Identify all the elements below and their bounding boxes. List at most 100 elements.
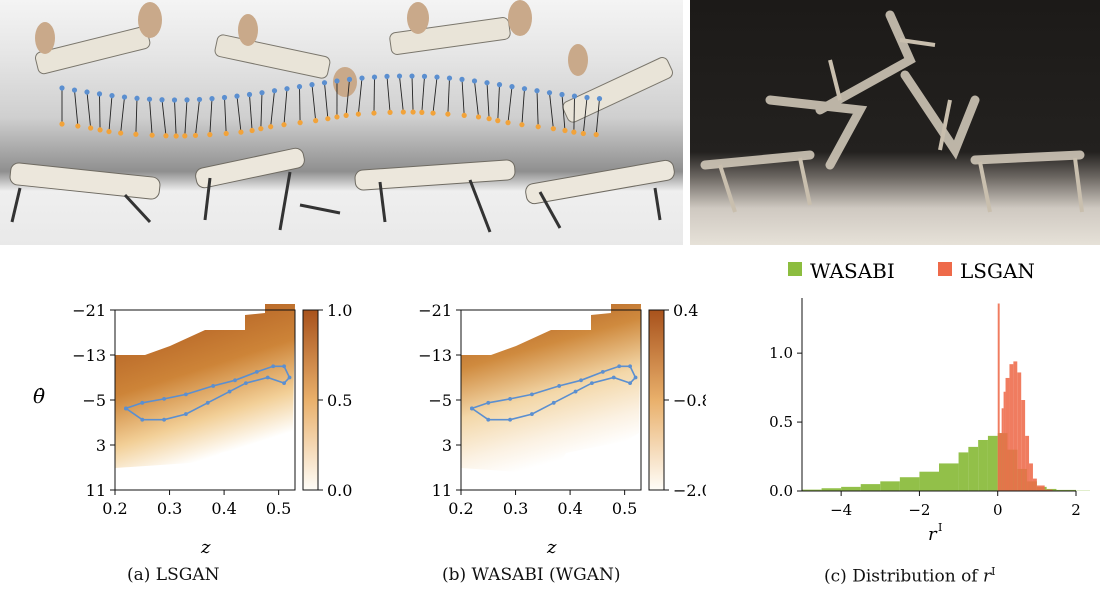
bar-lsgan xyxy=(1036,485,1045,491)
marker-orange-dot xyxy=(106,128,112,135)
marker-blue-dot xyxy=(409,73,415,79)
bar-wasabi xyxy=(978,439,988,491)
marker-blue-dot xyxy=(309,82,315,88)
marker-blue-dot xyxy=(96,91,103,97)
trajectory-point xyxy=(282,381,286,386)
marker-orange-dot xyxy=(486,116,492,122)
robot-body-ground-2 xyxy=(195,147,305,189)
trajectory-point xyxy=(124,406,128,411)
x-tick-label: 0.3 xyxy=(157,499,182,518)
colorbar-tick-label: 0.5 xyxy=(327,391,352,410)
x-tick-label: 0.4 xyxy=(211,499,236,518)
marker-blue-dot xyxy=(471,78,478,84)
caption-c-var: r xyxy=(983,566,992,587)
caption-c: (c) Distribution of rI xyxy=(824,565,996,587)
marker-orange-dot xyxy=(182,133,188,139)
marker-blue-dot xyxy=(396,73,403,79)
trajectory-point xyxy=(557,384,562,388)
y-tick-label: −5 xyxy=(428,391,452,410)
marker-orange-dot xyxy=(571,129,577,135)
bar-lsgan xyxy=(1029,463,1033,491)
caption-b: (b) WASABI (WGAN) xyxy=(442,565,621,585)
trajectory-point xyxy=(244,381,248,386)
trajectory-point xyxy=(287,375,292,380)
marker-orange-dot xyxy=(400,109,406,115)
bar-wasabi xyxy=(860,484,881,491)
x-tick-label: −2 xyxy=(908,501,930,519)
marker-blue-dot xyxy=(246,91,253,98)
marker-blue-dot xyxy=(221,94,228,101)
robot-body-carried-2 xyxy=(214,34,331,79)
trajectory-point xyxy=(184,392,188,397)
marker-orange-dot xyxy=(133,131,139,137)
trajectory-point xyxy=(628,364,632,369)
distribution-chart: WASABI LSGAN 0.0 0.5 1.0 −4 −2 0 2 r I xyxy=(769,259,1090,545)
trajectory-point xyxy=(551,400,556,405)
trajectory-point xyxy=(140,417,145,422)
bar-lsgan xyxy=(1003,391,1006,491)
colorbar-tick-label: 0.0 xyxy=(327,481,352,500)
marker-blue-dot xyxy=(146,96,153,102)
caption-a: (a) LSGAN xyxy=(127,565,220,585)
marker-orange-dot xyxy=(59,121,65,127)
y-tick-label: 3 xyxy=(96,436,106,455)
marker-orange-dot xyxy=(173,133,179,139)
bar-wasabi xyxy=(841,486,861,491)
marker-blue-dot xyxy=(321,80,328,86)
marker-orange-dot xyxy=(550,126,556,132)
marker-blue-dot xyxy=(521,86,528,92)
trajectory-point xyxy=(508,417,512,422)
trajectory-point xyxy=(579,378,583,383)
colorbar-tick-label: −2.0 xyxy=(673,481,706,500)
marker-blue-dot xyxy=(496,82,503,88)
bar-wasabi xyxy=(821,488,842,491)
marker-orange-dot xyxy=(118,130,124,136)
marker-blue-dot xyxy=(184,97,190,103)
bar-lsgan xyxy=(1005,377,1010,491)
hands xyxy=(35,0,588,97)
x-tick-label: 0.2 xyxy=(448,499,473,518)
marker-orange-dot xyxy=(334,114,340,120)
marker-orange-dot xyxy=(519,122,525,128)
robot-frame-4 xyxy=(900,70,980,160)
marker-lines xyxy=(61,75,600,137)
trajectory-point xyxy=(486,400,491,405)
bar-lsgan xyxy=(999,433,1002,491)
y-axis-label: θ̇ xyxy=(33,384,45,408)
marker-orange-dot xyxy=(223,130,229,137)
trajectory-point xyxy=(590,381,594,386)
trajectory-point xyxy=(227,389,232,394)
marker-blue-dot xyxy=(384,73,390,79)
x-tick-label: 0.5 xyxy=(266,499,291,518)
y-tick-label: −21 xyxy=(72,301,106,320)
marker-orange-dot xyxy=(258,126,264,132)
bar-wasabi xyxy=(802,489,822,491)
marker-orange-dot xyxy=(343,112,349,118)
robot-backflip-photo xyxy=(690,0,1100,245)
marker-blue-dot xyxy=(559,91,565,98)
x-tick-label: 0.3 xyxy=(503,499,528,518)
trajectory-point xyxy=(271,364,276,369)
marker-orange-dot xyxy=(313,118,319,124)
x-axis-label: z xyxy=(546,537,557,558)
robot-frame-1 xyxy=(700,150,815,170)
robot-motion-illustration xyxy=(9,0,675,233)
y-tick-label: 11 xyxy=(86,481,106,500)
robot-motion-photo xyxy=(0,0,683,245)
x-tick-label: −4 xyxy=(830,501,852,519)
trajectory-point xyxy=(470,406,474,411)
marker-orange-dot xyxy=(281,122,287,128)
bar-lsgan xyxy=(1044,489,1053,491)
marker-blue-dot xyxy=(296,84,303,90)
trajectory-point xyxy=(600,369,605,374)
marker-blue-dot xyxy=(171,97,178,103)
x-ticks: −4 −2 0 2 xyxy=(830,491,1081,519)
y-tick-label: −13 xyxy=(72,346,106,365)
trajectory-point xyxy=(633,375,638,380)
robot-backflip-illustration xyxy=(700,10,1085,213)
legend-label-wasabi: WASABI xyxy=(810,259,895,283)
marker-orange-dot xyxy=(249,127,255,134)
robot-body-carried-4 xyxy=(562,57,673,123)
marker-orange-dot xyxy=(495,118,501,124)
marker-blue-dot xyxy=(584,94,590,101)
